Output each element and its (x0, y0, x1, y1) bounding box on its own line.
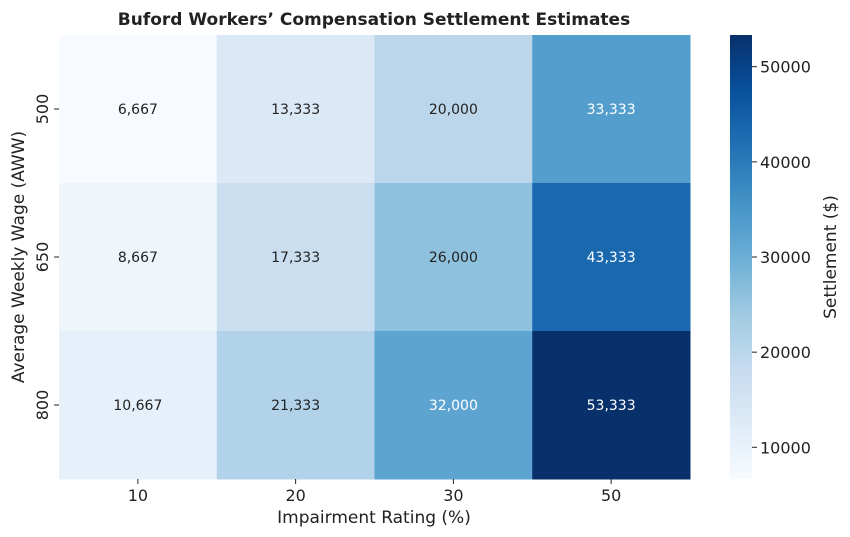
x-tick-label: 30 (443, 486, 463, 505)
x-axis-ticks: 10 20 30 50 (128, 479, 621, 505)
heatmap-cell (374, 183, 533, 332)
cell-value-label: 43,333 (587, 250, 636, 266)
cell-value-label: 33,333 (587, 102, 636, 118)
heatmap-cell (374, 35, 533, 184)
heatmap-cells (59, 35, 691, 480)
heatmap-cell (59, 331, 218, 480)
heatmap-cell-labels: 6,667 13,333 20,000 33,333 8,667 17,333 26,000… (113, 102, 635, 414)
y-tick-label: 800 (33, 390, 52, 421)
heatmap-cell (216, 331, 375, 480)
heatmap-cell (216, 35, 375, 184)
y-axis-ticks: 500 650 800 (33, 94, 59, 421)
colorbar-tick-label: 30000 (760, 248, 811, 267)
heatmap-cell (532, 331, 691, 480)
x-tick-label: 20 (285, 486, 305, 505)
cell-value-label: 20,000 (429, 102, 478, 118)
y-tick-label: 650 (33, 242, 52, 273)
colorbar-ticks: 10000 20000 30000 40000 50000 (752, 58, 811, 457)
cell-value-label: 6,667 (118, 102, 158, 118)
cell-value-label: 21,333 (271, 398, 320, 414)
colorbar-tick-label: 10000 (760, 438, 811, 457)
cell-value-label: 32,000 (429, 398, 478, 414)
cell-value-label: 26,000 (429, 250, 478, 266)
heatmap-cell (59, 35, 218, 184)
colorbar-tick-label: 50000 (760, 58, 811, 77)
heatmap-cell (532, 35, 691, 184)
colorbar-label: Settlement ($) (821, 195, 841, 319)
colorbar-tick-label: 40000 (760, 153, 811, 172)
x-tick-label: 10 (128, 486, 148, 505)
y-axis-label: Average Weekly Wage (AWW) (9, 131, 29, 383)
y-tick-label: 500 (33, 94, 52, 125)
cell-value-label: 10,667 (113, 398, 162, 414)
cell-value-label: 13,333 (271, 102, 320, 118)
colorbar (730, 35, 752, 479)
cell-value-label: 17,333 (271, 250, 320, 266)
cell-value-label: 8,667 (118, 250, 158, 266)
heatmap-cell (59, 183, 218, 332)
chart-title: Buford Workers’ Compensation Settlement … (118, 10, 630, 30)
x-axis-label: Impairment Rating (%) (277, 508, 471, 528)
cell-value-label: 53,333 (587, 398, 636, 414)
colorbar-tick-label: 20000 (760, 343, 811, 362)
heatmap-cell (532, 183, 691, 332)
x-tick-label: 50 (601, 486, 621, 505)
heatmap-cell (216, 183, 375, 332)
heatmap-cell (374, 331, 533, 480)
